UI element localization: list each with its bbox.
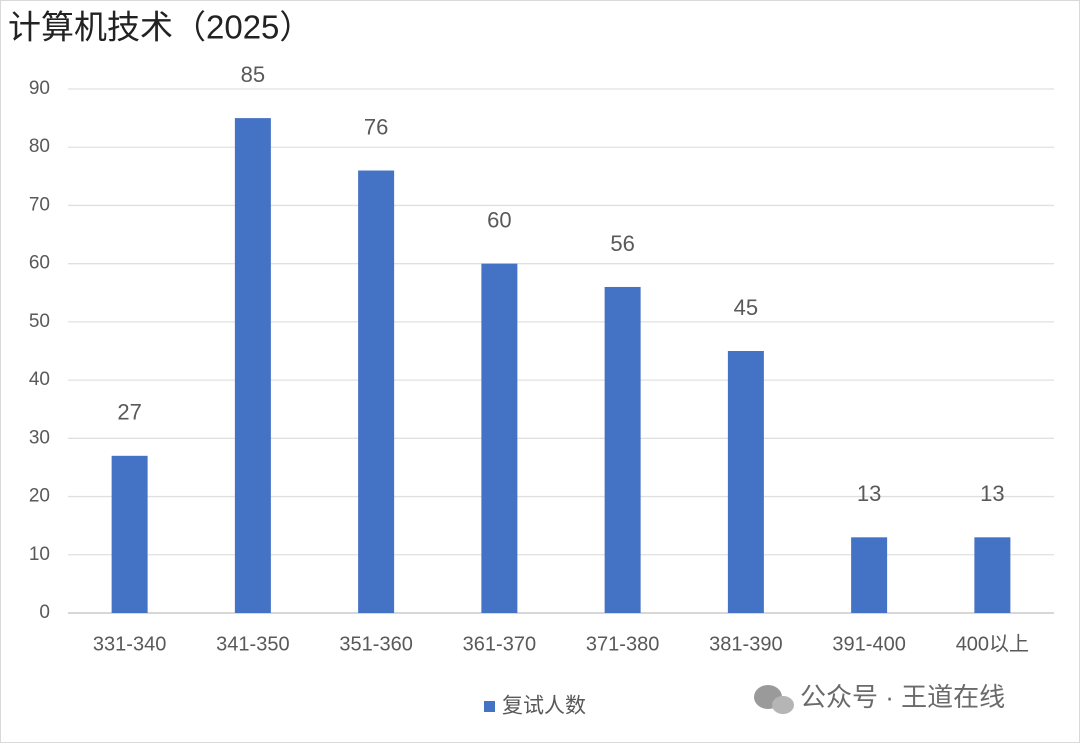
bar (851, 537, 888, 613)
data-label: 85 (241, 62, 265, 87)
y-tick-label: 10 (29, 544, 50, 565)
bar (358, 170, 395, 613)
legend-label: 复试人数 (502, 695, 586, 718)
bar (234, 118, 271, 613)
data-label: 56 (610, 231, 634, 256)
y-tick-label: 20 (29, 486, 50, 507)
x-tick-label: 341-350 (216, 633, 289, 655)
x-tick-label: 371-380 (586, 633, 659, 655)
bar (111, 455, 148, 613)
bar (974, 537, 1011, 613)
data-label: 45 (734, 295, 758, 320)
data-label: 13 (857, 481, 881, 506)
x-tick-label: 331-340 (93, 633, 166, 655)
y-tick-label: 60 (29, 253, 50, 274)
data-label: 60 (487, 207, 511, 232)
watermark-icon (754, 685, 794, 714)
y-tick-label: 0 (39, 602, 50, 623)
x-tick-label: 361-370 (463, 633, 536, 655)
bar (481, 263, 518, 613)
x-tick-label: 351-360 (339, 633, 412, 655)
y-tick-label: 70 (29, 194, 50, 215)
data-label: 27 (117, 400, 141, 425)
y-tick-label: 30 (29, 427, 50, 448)
data-label: 13 (980, 481, 1004, 506)
bar (727, 351, 764, 613)
legend-swatch (484, 701, 495, 712)
y-tick-label: 50 (29, 311, 50, 332)
y-tick-label: 40 (29, 369, 50, 390)
chart-title: 计算机技术（2025） (8, 9, 312, 46)
x-tick-label: 381-390 (709, 633, 782, 655)
x-tick-label: 391-400 (832, 633, 905, 655)
data-label: 76 (364, 114, 388, 139)
x-tick-label: 400以上 (956, 632, 1029, 655)
watermark: 公众号 · 王道在线 (800, 682, 1005, 712)
bar (604, 286, 641, 613)
y-tick-label: 90 (29, 78, 50, 99)
y-tick-label: 80 (29, 136, 50, 157)
